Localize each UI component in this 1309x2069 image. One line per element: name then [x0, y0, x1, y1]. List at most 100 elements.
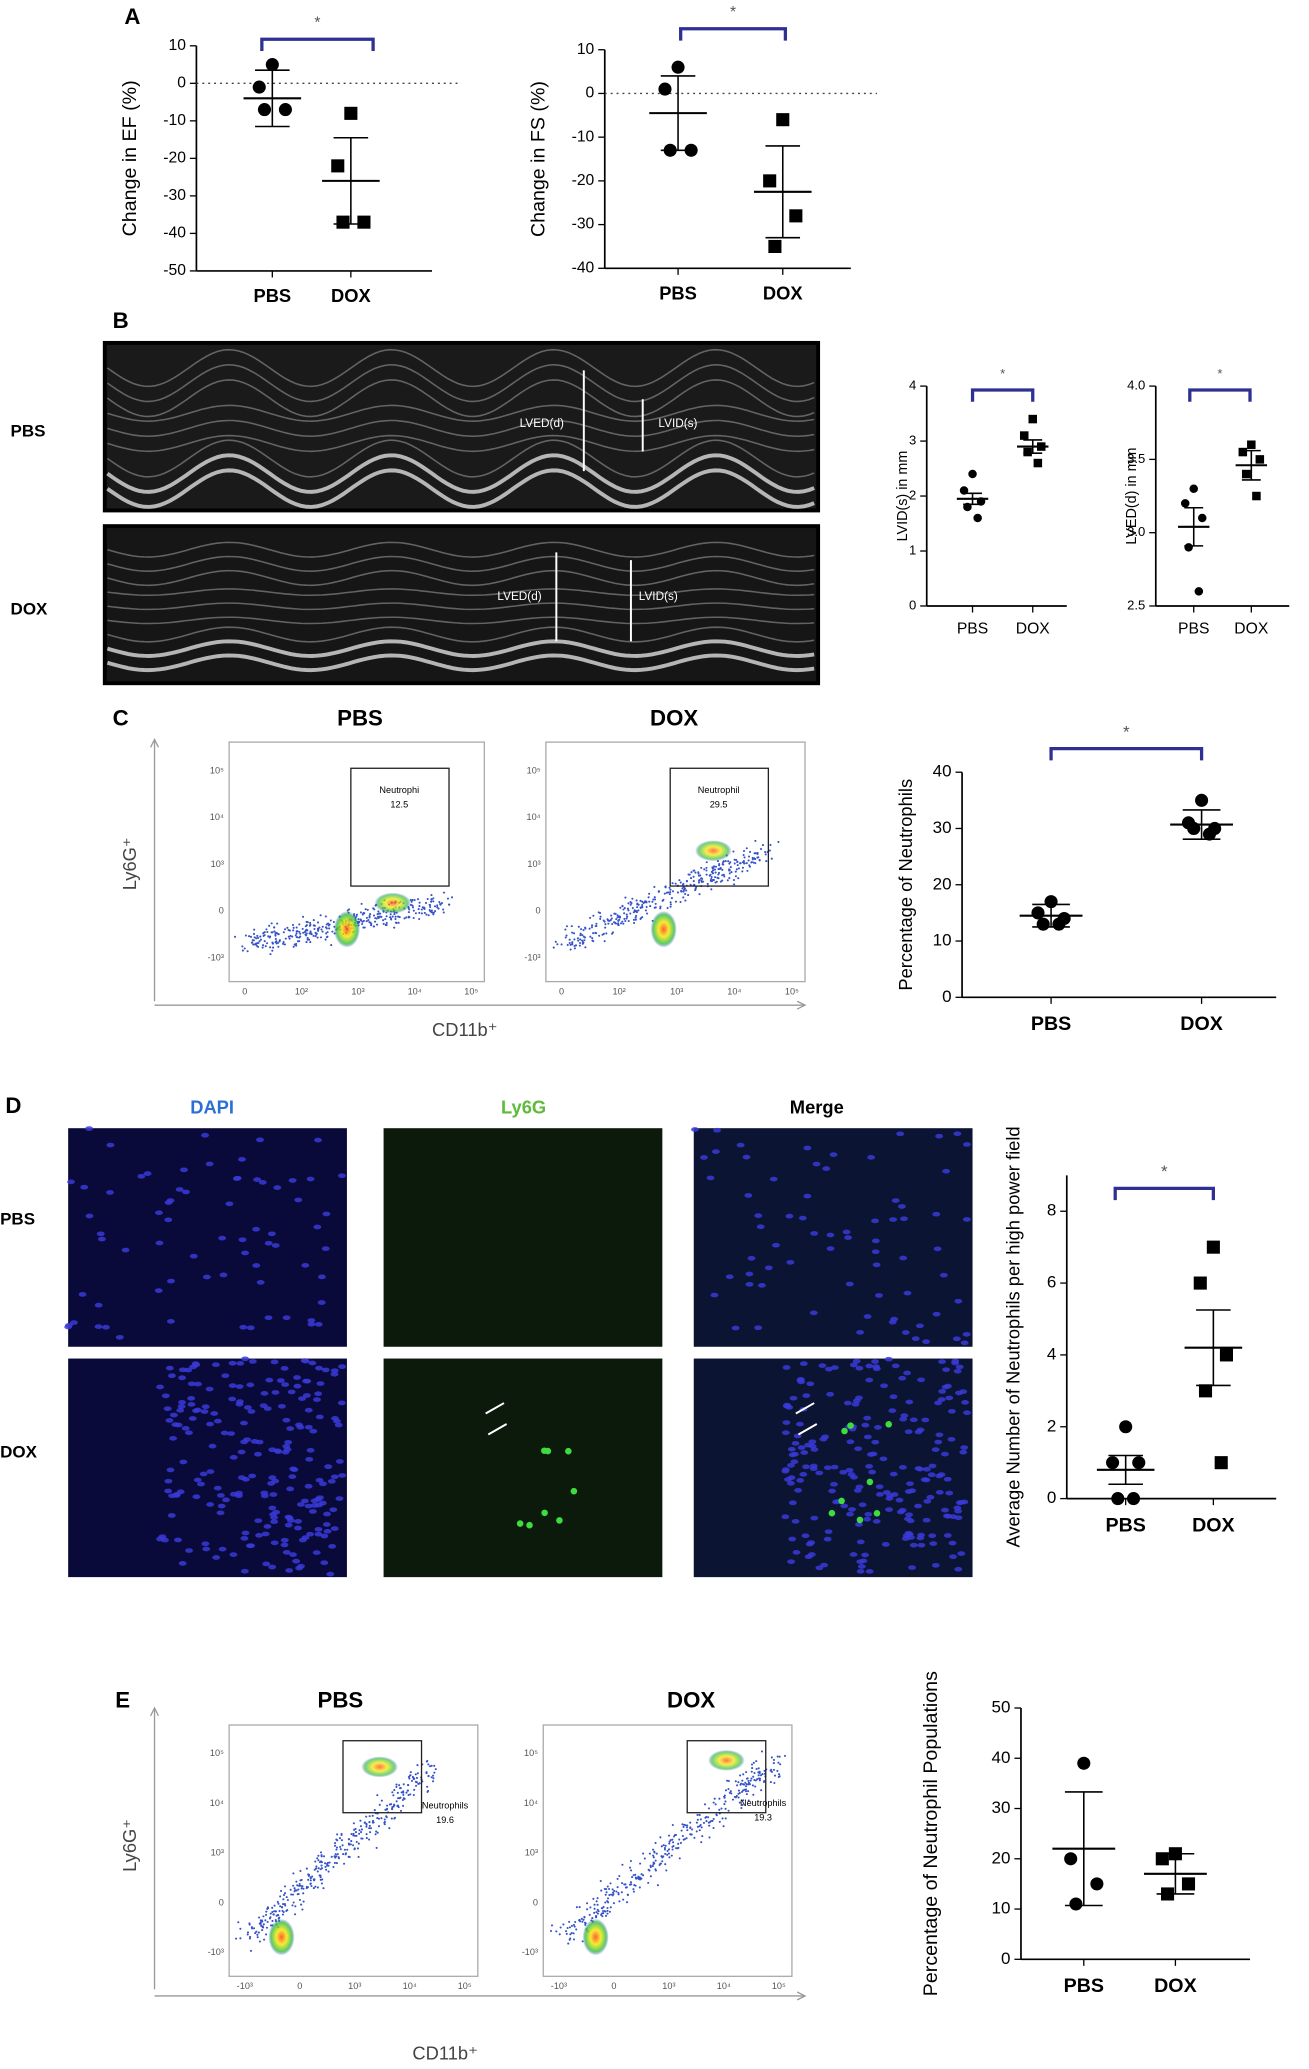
event	[637, 903, 640, 906]
significance-bracket	[1049, 747, 1204, 761]
nucleus	[799, 1361, 808, 1367]
y-tick-label: 0	[909, 597, 916, 612]
nucleus	[960, 1340, 969, 1346]
event	[659, 905, 662, 908]
nucleus	[318, 1500, 327, 1506]
event	[262, 934, 265, 937]
echo-line	[106, 639, 815, 658]
nucleus	[320, 1560, 329, 1566]
event	[260, 1924, 263, 1927]
nucleus	[292, 1558, 301, 1564]
event	[722, 873, 725, 876]
event	[261, 1929, 264, 1932]
nucleus	[298, 1396, 306, 1401]
nucleus	[308, 1360, 317, 1366]
event	[777, 1761, 780, 1764]
event	[634, 916, 637, 919]
event	[667, 1848, 671, 1851]
event	[713, 1797, 716, 1800]
event	[652, 1854, 655, 1857]
event	[570, 925, 573, 928]
nucleus	[791, 1441, 800, 1446]
event	[405, 1791, 408, 1794]
event	[402, 1797, 405, 1800]
event	[674, 900, 678, 903]
event	[653, 896, 656, 899]
event	[354, 1831, 358, 1834]
event	[388, 1827, 391, 1830]
event	[582, 929, 585, 932]
event	[642, 1852, 645, 1855]
event	[573, 1925, 576, 1928]
event	[390, 1817, 393, 1820]
axis-title: CD11b⁺	[412, 2043, 477, 2064]
event	[635, 911, 639, 914]
nucleus	[202, 1274, 211, 1280]
event	[671, 882, 674, 885]
nucleus	[942, 1168, 951, 1174]
data-point	[1194, 587, 1204, 596]
event	[320, 1854, 323, 1857]
event	[292, 1884, 295, 1887]
flow-y-tick: 10³	[211, 859, 224, 869]
nucleus	[155, 1240, 164, 1246]
nucleus	[284, 1439, 293, 1445]
event	[253, 943, 256, 946]
y-tick-label: -30	[163, 187, 186, 204]
nucleus	[290, 1467, 299, 1473]
event	[745, 1783, 748, 1786]
event	[747, 859, 750, 862]
nucleus	[864, 1511, 873, 1517]
event	[334, 1853, 337, 1856]
axis-title: Ly6G⁺	[119, 1819, 140, 1872]
event	[317, 1867, 320, 1870]
y-tick-label: -20	[572, 172, 595, 189]
data-point	[684, 143, 698, 157]
ly6g-signal	[856, 1516, 864, 1524]
nucleus	[165, 1418, 174, 1423]
event	[393, 1816, 397, 1819]
nucleus	[809, 1310, 818, 1316]
x-tick-label: PBS	[253, 285, 291, 306]
nucleus	[911, 1336, 920, 1342]
event	[682, 896, 685, 899]
event	[740, 1806, 743, 1810]
event	[711, 872, 715, 875]
nucleus	[885, 1507, 893, 1512]
nucleus	[830, 1365, 839, 1370]
event	[664, 1852, 667, 1855]
gate-label: Neutrophi	[379, 785, 419, 795]
nucleus	[313, 1397, 321, 1403]
event	[377, 1825, 381, 1828]
nucleus	[916, 1323, 924, 1329]
event	[606, 1909, 609, 1912]
x-tick-label: PBS	[957, 621, 988, 638]
event	[609, 1882, 612, 1885]
nucleus	[921, 1417, 930, 1423]
event	[319, 936, 323, 939]
nucleus	[304, 1483, 313, 1489]
event	[616, 914, 619, 917]
nucleus	[163, 1406, 172, 1412]
event	[405, 916, 408, 919]
event	[737, 1796, 740, 1799]
event	[360, 1837, 363, 1840]
event	[402, 1804, 405, 1807]
nucleus	[208, 1443, 217, 1449]
data-point	[344, 106, 358, 120]
nucleus	[745, 1271, 754, 1277]
event	[736, 860, 739, 863]
nucleus	[871, 1249, 880, 1255]
nucleus	[851, 1402, 860, 1407]
event	[294, 934, 297, 937]
nucleus	[855, 1522, 863, 1527]
event	[438, 900, 441, 904]
nucleus	[164, 1217, 173, 1223]
event	[645, 901, 648, 904]
nucleus	[890, 1316, 899, 1322]
event	[599, 917, 602, 920]
event	[615, 1890, 618, 1893]
nucleus	[175, 1187, 184, 1192]
nucleus	[205, 1386, 214, 1392]
nucleus	[781, 1468, 790, 1474]
